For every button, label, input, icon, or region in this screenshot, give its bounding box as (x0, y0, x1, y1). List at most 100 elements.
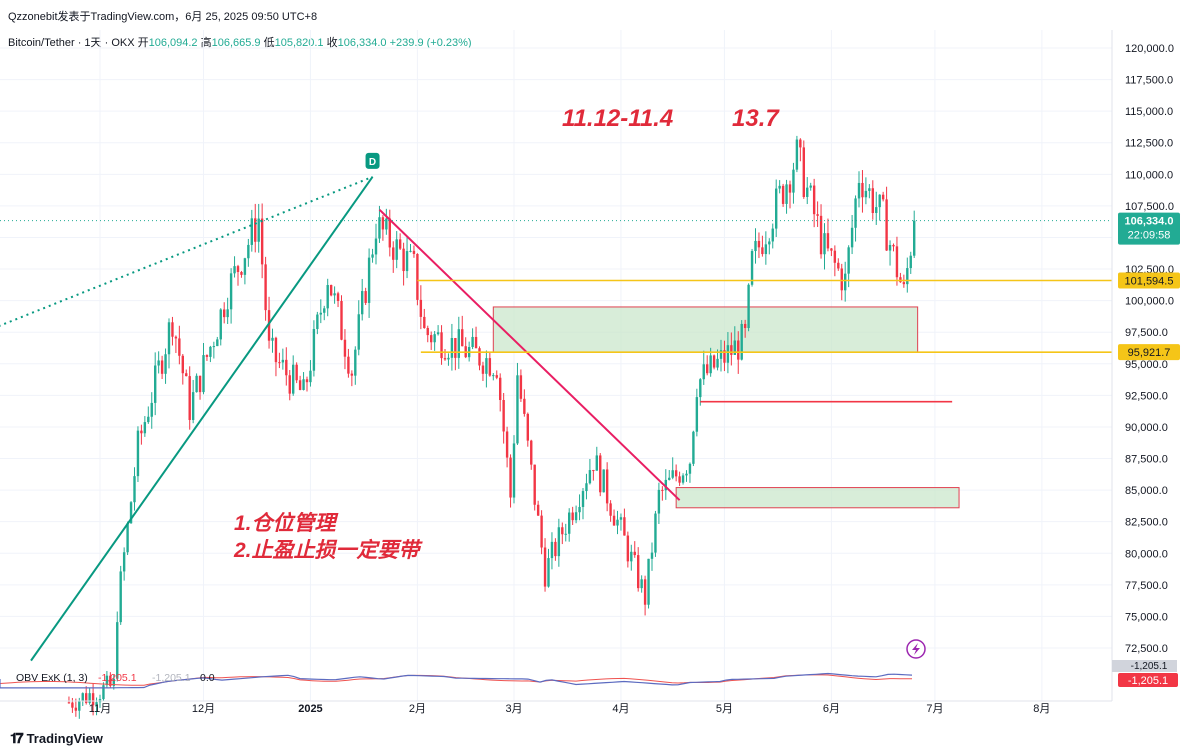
candle-body (871, 188, 874, 213)
candle-body (499, 377, 502, 401)
note-line-2: 2.止盈止损一定要带 (233, 538, 424, 562)
candle-body (443, 358, 447, 360)
candle-body (140, 430, 143, 434)
y-tick-label: 107,500.0 (1125, 201, 1174, 213)
candle-body (823, 233, 826, 255)
candle-body (740, 323, 743, 360)
x-tick-label: 7月 (926, 703, 943, 715)
y-tick-label: 90,000.0 (1125, 422, 1168, 434)
candle-body (595, 455, 598, 471)
symbol-info-bar: Bitcoin/Tether · 1天 · OKX 开106,094.2 高10… (8, 34, 472, 50)
candle-body (743, 323, 747, 329)
candle-body (864, 190, 868, 198)
low-value: 105,820.1 (274, 37, 324, 49)
y-tick-label: 120,000.0 (1125, 43, 1174, 55)
candle-body (530, 440, 533, 465)
y-tick-label: 97,500.0 (1125, 327, 1168, 339)
candle-body (664, 479, 667, 491)
candle-body (619, 517, 623, 520)
symbol-name[interactable]: Bitcoin/Tether · 1天 · OKX (8, 37, 135, 49)
candle-body (247, 244, 250, 259)
candle-body (392, 247, 395, 260)
candle-body (454, 338, 457, 358)
trendline (30, 176, 374, 662)
candle-body (385, 218, 388, 230)
candle-body (716, 358, 719, 368)
candle-body (695, 397, 699, 432)
x-tick-label: 3月 (505, 703, 522, 715)
candle-body (171, 322, 174, 337)
candle-body (202, 355, 205, 393)
candle-body (478, 348, 481, 366)
candle-body (881, 194, 885, 200)
obv-legend[interactable]: OBV ExK (1, 3) -1,205.1 -1,205.1 0.0 (16, 672, 215, 684)
candle-body (809, 185, 812, 188)
obv-signal-line (0, 674, 913, 686)
candle-body (723, 350, 726, 363)
candle-body (754, 240, 757, 252)
current-price-badge: 106,334.0 22:09:58 (1118, 212, 1180, 245)
candle-body (354, 349, 357, 376)
candle-body (726, 345, 730, 363)
candle-body (447, 357, 450, 360)
tradingview-logo[interactable]: 𝟏𝟕 TradingView (10, 730, 103, 747)
candle-body (388, 218, 391, 248)
candle-body (226, 309, 229, 318)
y-tick-label: 85,000.0 (1125, 485, 1168, 497)
candle-body (488, 358, 492, 376)
candle-body (278, 362, 281, 364)
tradingview-logo-icon: 𝟏𝟕 (10, 730, 24, 746)
candle-body (181, 355, 184, 374)
candle-body (788, 184, 792, 193)
zones-layer (492, 306, 960, 509)
candle-body (105, 675, 109, 686)
candle-body (633, 551, 636, 556)
candle-body (219, 309, 222, 340)
candle-body (868, 188, 871, 191)
candle-body (757, 240, 761, 248)
candle-body (378, 217, 381, 239)
candle-body (174, 336, 178, 339)
candle-body (250, 218, 253, 245)
candle-body (305, 379, 309, 383)
candle-body (74, 707, 78, 711)
candle-body (909, 255, 912, 269)
x-tick-label: 5月 (716, 703, 733, 715)
candle-body (819, 215, 823, 255)
candle-body (650, 552, 654, 559)
y-tick-label: 75,000.0 (1125, 611, 1168, 623)
candle-body (612, 515, 616, 526)
candle-body (350, 373, 354, 376)
candle-body (116, 622, 119, 679)
candle-body (543, 547, 547, 587)
candle-body (95, 702, 98, 706)
candle-body (292, 364, 295, 394)
candle-body (861, 182, 864, 198)
candle-body (844, 273, 847, 291)
y-tick-label: 117,500.0 (1125, 75, 1173, 87)
candle-body (160, 360, 164, 374)
y-tick-label: 95,000.0 (1125, 359, 1168, 371)
candle-body (564, 533, 567, 535)
tradingview-brand: TradingView (26, 731, 103, 746)
candle-body (616, 519, 619, 526)
support-price-text: 95,921.7 (1128, 347, 1171, 359)
candle-body (312, 329, 316, 371)
low-label: 低 (263, 37, 275, 49)
candle-body (857, 182, 861, 199)
change-value: +239.9 (+0.23%) (389, 37, 472, 49)
candle-body (737, 340, 740, 360)
x-tick-label: 11月 (89, 703, 111, 715)
candle-body (254, 218, 257, 242)
candle-body (119, 571, 122, 623)
candle-body (709, 355, 712, 374)
lightning-icon[interactable] (906, 639, 926, 659)
marker-d[interactable]: D (365, 152, 380, 169)
candle-body (609, 503, 612, 516)
candle-body (433, 334, 436, 343)
candle-body (733, 340, 736, 355)
candle-body (781, 185, 785, 204)
candle-body (257, 218, 260, 242)
candle-body (229, 273, 233, 310)
